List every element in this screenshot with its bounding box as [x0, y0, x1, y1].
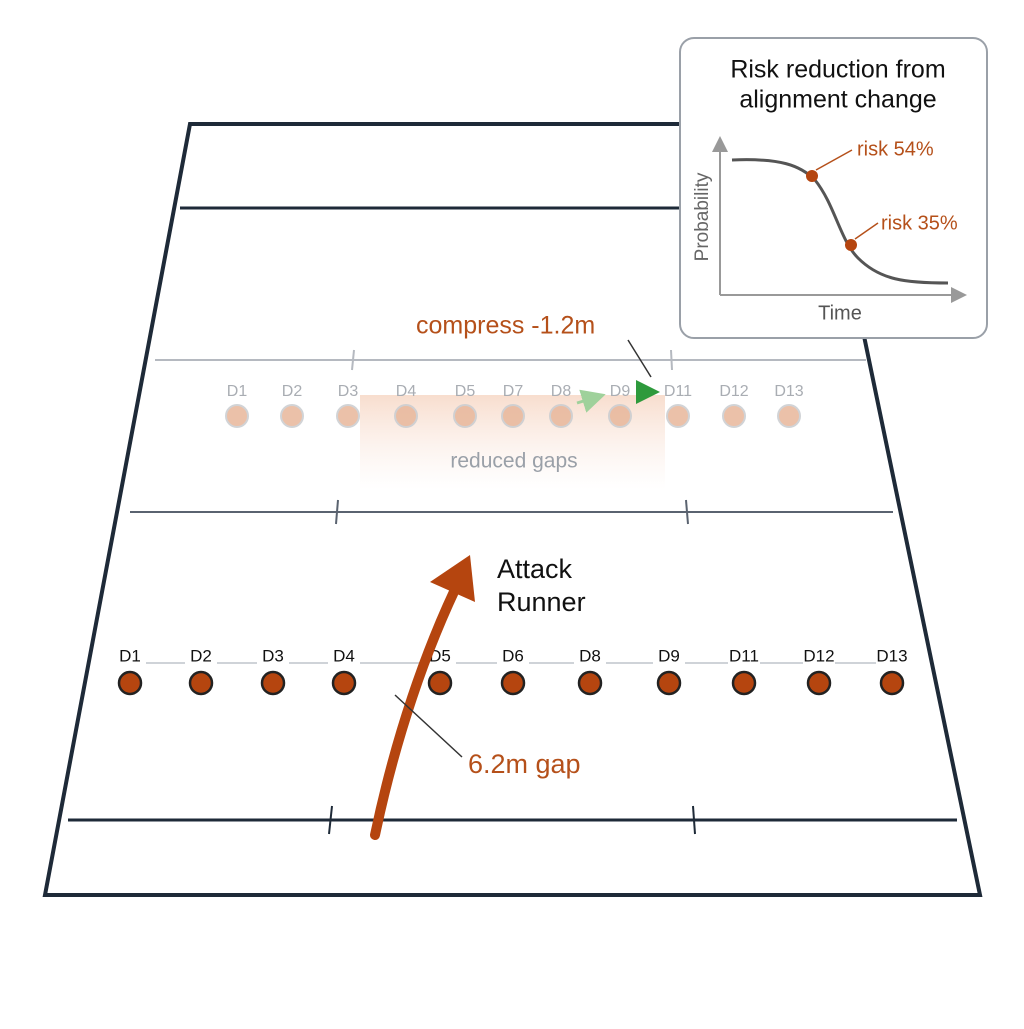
defender-ghost [501, 404, 525, 428]
defender-label: D12 [719, 383, 748, 400]
field [42, 122, 983, 897]
defender [656, 670, 682, 696]
defender-label: D5 [455, 383, 476, 400]
runner-label: Runner [497, 587, 586, 617]
reduced-gaps-label: reduced gaps [450, 450, 577, 473]
defender [331, 670, 357, 696]
defender [806, 670, 832, 696]
defender-label: D4 [396, 383, 417, 400]
x-axis-label: Time [818, 302, 862, 324]
defender-label: D1 [227, 383, 248, 400]
defender-label: D3 [262, 646, 284, 665]
defender [879, 670, 905, 696]
defender-ghost [394, 404, 418, 428]
defender-ghost [336, 404, 360, 428]
defender-ghost [722, 404, 746, 428]
runner-label: Attack [497, 554, 573, 584]
compress-label: compress -1.2m [416, 312, 595, 340]
defender-ghost [280, 404, 304, 428]
defender-label: D8 [551, 383, 572, 400]
defenders: D1 D2 D3 D4 D5 D6 D8 D9 D11 D12 D13 [117, 646, 908, 696]
inset-title: alignment change [739, 86, 936, 114]
leader-line [815, 149, 853, 171]
defender-ghost [453, 404, 477, 428]
defender-label: D11 [729, 646, 759, 665]
defender-label: D8 [579, 646, 601, 665]
defender [117, 670, 143, 696]
defender [731, 670, 757, 696]
defender-label: D2 [190, 646, 212, 665]
defender-label: D3 [338, 383, 359, 400]
defender-label: D2 [282, 383, 303, 400]
field-outline [42, 122, 983, 897]
defender-label: D4 [333, 646, 355, 665]
risk-curve [731, 158, 949, 285]
risk-annotation: risk 54% [857, 138, 934, 160]
defender-label: D6 [502, 646, 524, 665]
defender [260, 670, 286, 696]
inset-frame [679, 37, 988, 339]
risk-annotation: risk 35% [881, 212, 958, 234]
y-axis-label: Probability [692, 172, 713, 261]
defender-label: D13 [876, 646, 907, 665]
defender [427, 670, 453, 696]
defender-ghost [225, 404, 249, 428]
leader-line [854, 222, 879, 240]
defender-ghost [608, 404, 632, 428]
defender-label: D1 [119, 646, 141, 665]
inset-panel: Risk reduction from alignment change Pro… [679, 37, 988, 339]
defender-label: D12 [803, 646, 834, 665]
shifted-defenders: D1 D2 D3 D4 D5 D7 D8 D9 D11 D12 D13 [225, 383, 804, 428]
defender-label: D13 [774, 383, 803, 400]
gap-label: 6.2m gap [468, 749, 581, 779]
defender-label: D11 [664, 383, 692, 400]
defender [188, 670, 214, 696]
leader-line [394, 694, 463, 758]
defender-label: D5 [429, 646, 451, 665]
defender-ghost [777, 404, 801, 428]
defender [577, 670, 603, 696]
risk-point [845, 239, 857, 251]
inset-title: Risk reduction from [730, 56, 945, 84]
field-tick [692, 805, 696, 835]
defender [500, 670, 526, 696]
runner-arrowhead [430, 555, 475, 602]
field-tick [670, 349, 673, 371]
leader-line [627, 339, 652, 378]
defender-label: D9 [610, 383, 631, 400]
defender-label: D9 [658, 646, 680, 665]
defender-ghost [666, 404, 690, 428]
field-tick [351, 349, 355, 371]
defender-label: D7 [503, 383, 524, 400]
defender-ghost [549, 404, 573, 428]
runner-arrow [370, 570, 467, 840]
field-tick [328, 805, 333, 835]
risk-point [806, 170, 818, 182]
field-tick [335, 499, 339, 525]
field-tick [685, 499, 689, 525]
shift-arrow [576, 389, 606, 413]
